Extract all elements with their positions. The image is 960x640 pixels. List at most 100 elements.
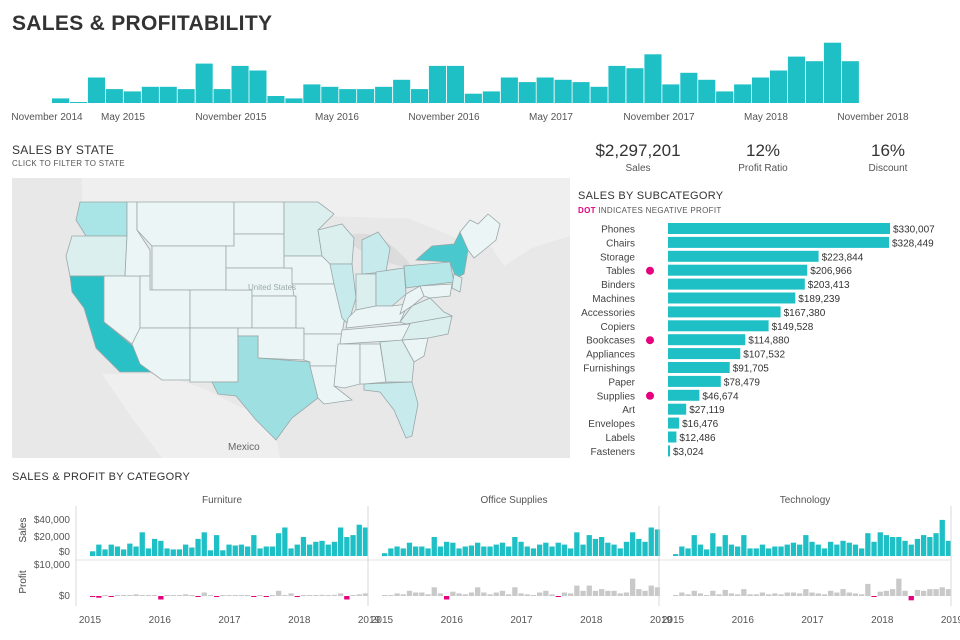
category-sales-bar[interactable] [673, 554, 679, 556]
category-sales-bar[interactable] [859, 548, 865, 556]
category-sales-bar[interactable] [419, 546, 425, 557]
category-sales-bar[interactable] [945, 540, 952, 556]
category-sales-bar[interactable] [914, 538, 921, 556]
state-south-dakota[interactable] [225, 233, 285, 269]
category-sales-bar[interactable] [933, 533, 939, 556]
category-sales-bar[interactable] [307, 544, 313, 556]
category-sales-bar[interactable] [623, 541, 630, 557]
timeline-bar[interactable] [105, 89, 123, 103]
category-sales-bar[interactable] [195, 538, 201, 556]
timeline-bar[interactable] [698, 79, 716, 103]
category-profit-bar[interactable] [189, 595, 195, 596]
timeline-bar[interactable] [464, 93, 482, 103]
subcategory-bar[interactable] [668, 250, 819, 262]
category-sales-bar[interactable] [108, 544, 114, 556]
category-sales-bar[interactable] [871, 541, 877, 557]
timeline-bar[interactable] [123, 91, 141, 103]
category-sales-bar[interactable] [394, 546, 400, 557]
category-profit-bar[interactable] [945, 589, 952, 596]
category-sales-bar[interactable] [257, 548, 263, 556]
category-profit-bar[interactable] [933, 589, 939, 596]
category-sales-bar[interactable] [121, 549, 127, 556]
category-profit-bar[interactable] [512, 587, 518, 596]
state-maryland[interactable] [419, 283, 453, 299]
state-mississippi[interactable] [333, 343, 361, 389]
category-profit-bar[interactable] [382, 595, 388, 596]
timeline-bar[interactable] [500, 77, 518, 104]
category-sales-bar[interactable] [139, 532, 145, 557]
category-sales-bar[interactable] [356, 524, 362, 556]
sales-profit-by-category-chart[interactable]: Sales Profit $40,000 $20,000 $0 $10,000 $0 Furn… [0, 486, 960, 640]
timeline-bar[interactable] [518, 82, 536, 103]
category-profit-bar[interactable] [636, 589, 642, 596]
category-profit-bar[interactable] [108, 596, 114, 597]
category-profit-bar[interactable] [90, 596, 96, 597]
category-sales-bar[interactable] [158, 540, 164, 556]
category-profit-bar[interactable] [908, 596, 914, 601]
subcategory-bar[interactable] [668, 348, 741, 360]
category-sales-bar[interactable] [821, 548, 828, 556]
category-sales-bar[interactable] [133, 546, 139, 557]
category-profit-bar[interactable] [592, 590, 599, 596]
category-profit-bar[interactable] [809, 592, 815, 597]
timeline-bar[interactable] [752, 77, 770, 104]
category-profit-bar[interactable] [679, 592, 685, 597]
timeline-bar[interactable] [716, 91, 734, 103]
state-washington[interactable] [75, 201, 128, 237]
category-profit-bar[interactable] [444, 596, 450, 600]
category-profit-bar[interactable] [183, 594, 189, 596]
category-sales-bar[interactable] [568, 548, 574, 556]
sales-by-subcategory-chart[interactable]: Phones $330,007 Chairs $328,449 Storage $223,… [570, 220, 960, 462]
subcategory-bar[interactable] [668, 236, 889, 248]
category-profit-bar[interactable] [257, 595, 263, 596]
timeline-bar[interactable] [267, 96, 285, 103]
timeline-bar[interactable] [787, 56, 805, 103]
category-sales-bar[interactable] [741, 535, 747, 556]
category-sales-bar[interactable] [747, 548, 753, 556]
category-sales-bar[interactable] [145, 548, 152, 556]
category-sales-bar[interactable] [220, 550, 226, 556]
state-west-virginia[interactable] [399, 285, 425, 315]
timeline-bar[interactable] [195, 63, 213, 103]
category-profit-bar[interactable] [400, 594, 406, 596]
category-profit-bar[interactable] [914, 589, 921, 596]
category-profit-bar[interactable] [96, 596, 102, 598]
category-sales-bar[interactable] [599, 537, 605, 556]
category-profit-bar[interactable] [530, 595, 537, 596]
category-sales-bar[interactable] [102, 549, 108, 556]
category-sales-bar[interactable] [232, 545, 238, 557]
category-profit-bar[interactable] [877, 591, 883, 596]
state-florida[interactable] [363, 381, 419, 439]
category-sales-bar[interactable] [294, 544, 300, 556]
category-sales-bar[interactable] [170, 549, 176, 556]
category-sales-bar[interactable] [611, 544, 617, 556]
state-north-dakota[interactable] [233, 201, 285, 235]
subcategory-bar[interactable] [668, 445, 670, 457]
category-sales-bar[interactable] [462, 546, 468, 557]
subcategory-bar[interactable] [668, 223, 890, 234]
category-sales-bar[interactable] [413, 546, 419, 557]
category-sales-bar[interactable] [809, 541, 815, 557]
category-sales-bar[interactable] [716, 546, 722, 557]
state-texas[interactable] [211, 335, 319, 441]
category-profit-bar[interactable] [127, 595, 133, 596]
category-profit-bar[interactable] [139, 595, 145, 596]
timeline-bar[interactable] [52, 98, 70, 103]
category-profit-bar[interactable] [362, 593, 369, 596]
category-profit-bar[interactable] [902, 590, 908, 596]
category-sales-bar[interactable] [512, 537, 518, 556]
category-sales-bar[interactable] [592, 538, 599, 556]
category-sales-bar[interactable] [325, 544, 331, 556]
category-sales-bar[interactable] [344, 537, 350, 556]
category-sales-bar[interactable] [362, 527, 369, 557]
category-profit-bar[interactable] [238, 595, 245, 596]
timeline-bar[interactable] [734, 84, 752, 103]
category-sales-bar[interactable] [214, 535, 220, 556]
category-sales-bar[interactable] [642, 541, 648, 557]
category-profit-bar[interactable] [170, 595, 176, 596]
category-sales-bar[interactable] [549, 546, 555, 557]
timeline-bar[interactable] [339, 89, 357, 103]
category-profit-bar[interactable] [846, 592, 852, 597]
category-profit-bar[interactable] [778, 594, 784, 596]
state-ohio[interactable] [375, 267, 407, 307]
